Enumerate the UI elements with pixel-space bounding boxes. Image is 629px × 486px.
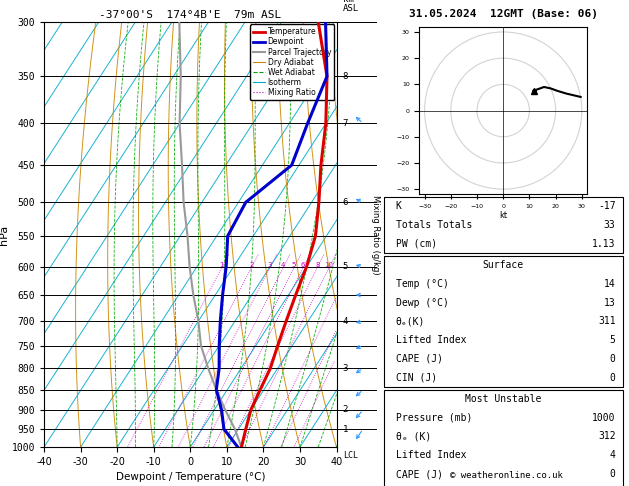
Text: 5: 5: [292, 261, 296, 268]
Text: PW (cm): PW (cm): [396, 239, 437, 249]
Text: 3: 3: [267, 261, 272, 268]
Text: km
ASL: km ASL: [343, 0, 359, 13]
Text: 1: 1: [343, 424, 348, 434]
Text: 0: 0: [610, 469, 616, 479]
Text: 6: 6: [301, 261, 305, 268]
Text: Totals Totals: Totals Totals: [396, 220, 472, 230]
Text: 4: 4: [281, 261, 286, 268]
Text: © weatheronline.co.uk: © weatheronline.co.uk: [450, 471, 563, 480]
Text: Dewp (°C): Dewp (°C): [396, 297, 448, 308]
Text: 31.05.2024  12GMT (Base: 06): 31.05.2024 12GMT (Base: 06): [409, 9, 598, 19]
Text: 312: 312: [598, 432, 616, 441]
Text: 8: 8: [315, 261, 320, 268]
Text: 5: 5: [343, 262, 348, 271]
Text: 6: 6: [343, 198, 348, 207]
Y-axis label: hPa: hPa: [0, 225, 9, 244]
Text: 0: 0: [610, 373, 616, 382]
Text: Surface: Surface: [482, 260, 524, 270]
X-axis label: kt: kt: [499, 210, 507, 220]
X-axis label: Dewpoint / Temperature (°C): Dewpoint / Temperature (°C): [116, 472, 265, 483]
Text: 5: 5: [610, 335, 616, 345]
Text: 1000: 1000: [592, 413, 616, 423]
Legend: Temperature, Dewpoint, Parcel Trajectory, Dry Adiabat, Wet Adiabat, Isotherm, Mi: Temperature, Dewpoint, Parcel Trajectory…: [250, 24, 334, 100]
Text: Pressure (mb): Pressure (mb): [396, 413, 472, 423]
Text: 4: 4: [610, 450, 616, 460]
Text: 2: 2: [343, 405, 348, 415]
Text: 1: 1: [220, 261, 224, 268]
Text: Lifted Index: Lifted Index: [396, 335, 466, 345]
Text: θₑ (K): θₑ (K): [396, 432, 431, 441]
Text: 10: 10: [325, 261, 333, 268]
Text: 311: 311: [598, 316, 616, 327]
Text: 0: 0: [610, 354, 616, 364]
Text: 4: 4: [343, 317, 348, 326]
Text: 13: 13: [604, 297, 616, 308]
Title: -37°00'S  174°4B'E  79m ASL: -37°00'S 174°4B'E 79m ASL: [99, 10, 281, 20]
Text: Temp (°C): Temp (°C): [396, 279, 448, 289]
Text: 1.13: 1.13: [592, 239, 616, 249]
Text: CIN (J): CIN (J): [396, 373, 437, 382]
Text: K: K: [396, 201, 401, 211]
Text: Mixing Ratio (g/kg): Mixing Ratio (g/kg): [371, 195, 380, 274]
Text: 7: 7: [343, 119, 348, 128]
Text: θₑ(K): θₑ(K): [396, 316, 425, 327]
Text: 2: 2: [249, 261, 253, 268]
Text: 14: 14: [604, 279, 616, 289]
Text: CAPE (J): CAPE (J): [396, 354, 443, 364]
Text: 8: 8: [343, 72, 348, 81]
Text: LCL: LCL: [343, 451, 358, 460]
Text: CAPE (J): CAPE (J): [396, 469, 443, 479]
Text: 3: 3: [343, 364, 348, 373]
Text: Most Unstable: Most Unstable: [465, 394, 542, 404]
Text: 33: 33: [604, 220, 616, 230]
Text: -17: -17: [598, 201, 616, 211]
Text: Lifted Index: Lifted Index: [396, 450, 466, 460]
